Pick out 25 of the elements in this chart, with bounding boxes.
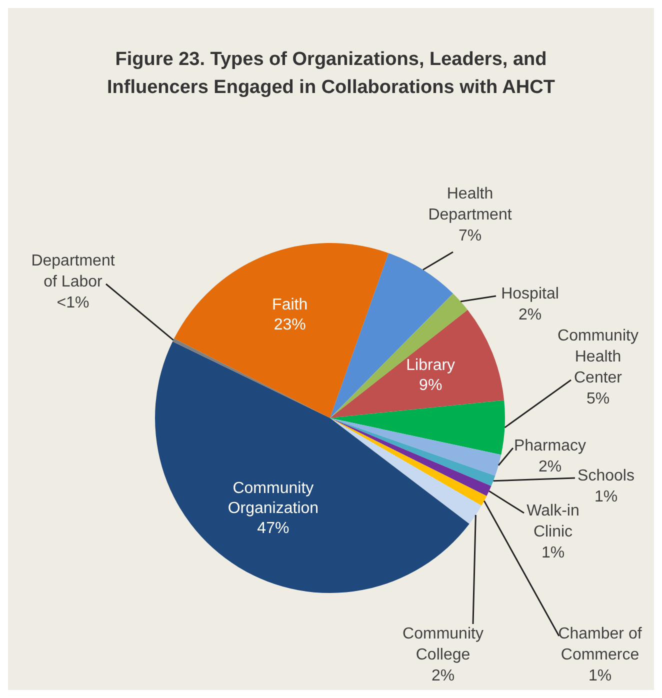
slice-label: Pharmacy <box>514 437 586 454</box>
slice-label: Health Department <box>428 185 512 224</box>
slice-label: Walk-in Clinic <box>526 502 580 540</box>
slice-label: Community Health Center <box>558 327 638 386</box>
chart-title: Figure 23. Types of Organizations, Leaders, and Influencers Engaged in Collaborations with AHCT <box>106 48 556 100</box>
data-label: 9% <box>419 376 442 394</box>
data-label: 2% <box>518 306 542 324</box>
slice-label: Faith <box>272 296 308 314</box>
slice-label: Community Organization <box>228 480 319 517</box>
slice-label: Chamber of Commerce <box>558 625 642 664</box>
data-label: 23% <box>274 316 306 334</box>
slice-label: Hospital <box>501 285 559 302</box>
data-label: 1% <box>594 488 618 506</box>
slice-label: Community College <box>402 625 484 664</box>
slice-label: Library <box>406 356 456 374</box>
data-label: 2% <box>538 458 562 476</box>
data-label: 7% <box>458 227 482 244</box>
data-label: 2% <box>431 667 455 684</box>
data-label: <1% <box>56 294 90 312</box>
data-label: 1% <box>588 667 612 684</box>
data-label: 47% <box>257 520 290 537</box>
data-label: 1% <box>541 544 565 562</box>
data-label: 5% <box>586 390 610 408</box>
slice-label: Department of Labor <box>31 252 116 290</box>
slice-label: Schools <box>578 467 634 484</box>
